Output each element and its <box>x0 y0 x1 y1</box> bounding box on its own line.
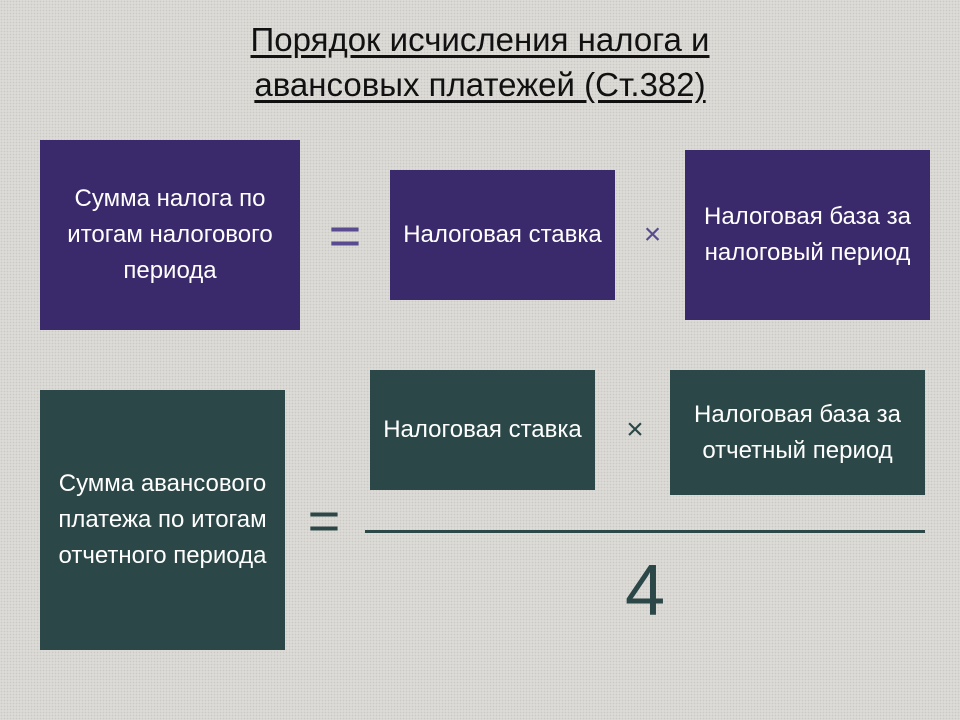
fraction-denominator: 4 <box>365 550 925 632</box>
title-line-1: Порядок исчисления налога и <box>251 21 710 58</box>
operator-multiply: × <box>625 170 680 300</box>
box-tax-rate: Налоговая ставка <box>390 170 615 300</box>
title-line-2: авансовых платежей (Ст.382) <box>254 66 705 103</box>
box-tax-result: Сумма налога по итогам налогового период… <box>40 140 300 330</box>
box-tax-base: Налоговая база за налоговый период <box>685 150 930 320</box>
box-advance-rate: Налоговая ставка <box>370 370 595 490</box>
box-advance-result: Сумма авансового платежа по итогам отчет… <box>40 390 285 650</box>
operator-equals: = <box>310 140 380 330</box>
operator-multiply: × <box>605 370 665 490</box>
box-advance-base: Налоговая база за отчетный период <box>670 370 925 495</box>
fraction-bar <box>365 530 925 533</box>
slide-title: Порядок исчисления налога и авансовых пл… <box>0 18 960 107</box>
operator-equals: = <box>293 390 355 650</box>
